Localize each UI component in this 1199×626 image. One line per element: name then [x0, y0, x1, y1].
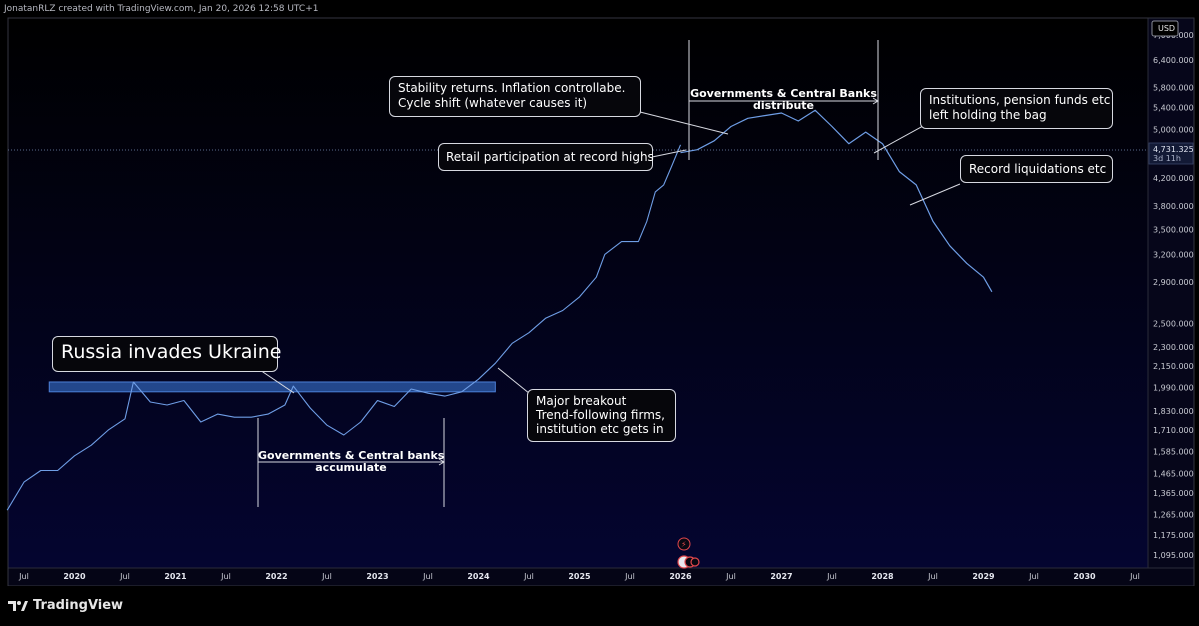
time-tick-label: Jul [1028, 572, 1039, 581]
price-tick-label: 4,200.000 [1153, 174, 1194, 183]
current-price-label: 4,731.325 [1153, 145, 1194, 154]
callout-institutions[interactable]: Institutions, pension funds etc left hol… [920, 88, 1113, 129]
time-tick-label: 2030 [1073, 572, 1096, 581]
lightning-icon[interactable] [677, 537, 691, 551]
footer-bar [0, 586, 1199, 626]
lightning-glyph: ⚡ [681, 540, 687, 549]
price-tick-label: 1,095.000 [1153, 551, 1194, 560]
tradingview-logo[interactable]: TradingView [8, 598, 123, 613]
callout-major-breakout[interactable]: Major breakout Trend-following firms, in… [527, 389, 676, 442]
price-tick-label: 1,585.000 [1153, 447, 1194, 456]
callout-text-line: Major breakout [536, 394, 627, 408]
callout-retail-participation[interactable]: Retail participation at record highs [438, 143, 654, 171]
price-tick-label: 6,400.000 [1153, 56, 1194, 65]
tradingview-logo-text: TradingView [33, 598, 124, 613]
countdown-label: 3d 11h [1153, 154, 1181, 163]
time-tick-label: Jul [725, 572, 736, 581]
callout-russia-invades-ukraine[interactable]: Russia invades Ukraine [52, 336, 282, 372]
callout-text-line: left holding the bag [929, 108, 1047, 122]
tradingview-logo-icon [8, 600, 28, 611]
price-tick-label: 1,265.000 [1153, 511, 1194, 520]
distribute-label: Governments & Central Banks distribute [689, 88, 878, 112]
time-tick-label: 2028 [871, 572, 894, 581]
price-tick-label: 2,300.000 [1153, 343, 1194, 352]
time-tick-label: Jul [927, 572, 938, 581]
time-tick-label: Jul [321, 572, 332, 581]
time-tick-label: Jul [220, 572, 231, 581]
time-tick-label: 2022 [265, 572, 287, 581]
time-tick-label: 2029 [972, 572, 995, 581]
callout-text-line: Institutions, pension funds etc [929, 93, 1111, 107]
price-line-historical [6, 144, 682, 511]
price-tick-label: 5,800.000 [1153, 84, 1194, 93]
callout-text-line: Stability returns. Inflation controllabe… [398, 81, 626, 95]
time-scale-background [8, 568, 1194, 586]
price-scale-background [1148, 18, 1194, 568]
callout-record-liquidations[interactable]: Record liquidations etc [960, 155, 1113, 183]
chart-header: JonatanRLZ created with TradingView.com,… [4, 4, 319, 14]
currency-button[interactable] [1151, 20, 1179, 37]
callout-text: Record liquidations etc [969, 162, 1107, 176]
bracket-label-line: Governments & Central banks [258, 449, 445, 462]
time-tick-label: 2027 [770, 572, 792, 581]
bracket-label-line: accumulate [315, 461, 387, 474]
bracket-label-line: distribute [752, 99, 815, 112]
price-tick-label: 3,800.000 [1153, 202, 1194, 211]
price-line-projection [680, 109, 993, 293]
currency-label: USD [1158, 24, 1175, 33]
time-tick-label: Jul [422, 572, 433, 581]
time-tick-label: 2021 [164, 572, 187, 581]
callout-text-line: institution etc gets in [536, 422, 664, 436]
event-icons[interactable]: ⚡ [677, 537, 700, 569]
time-tick-label: Jul [624, 572, 635, 581]
time-tick-label: Jul [119, 572, 130, 581]
price-tick-label: 1,365.000 [1153, 489, 1194, 498]
callout-stability-returns[interactable]: Stability returns. Inflation controllabe… [389, 76, 641, 117]
callout-text: Russia invades Ukraine [61, 341, 282, 363]
price-tick-label: 5,000.000 [1153, 125, 1194, 134]
distribute-bracket [688, 40, 879, 160]
time-tick-label: 2024 [467, 572, 490, 581]
price-tick-label: 2,900.000 [1153, 278, 1194, 287]
callout-text: Retail participation at record highs [446, 150, 654, 164]
current-price-tag [1148, 142, 1194, 165]
price-tick-label: 1,465.000 [1153, 469, 1194, 478]
time-tick-label: Jul [18, 572, 29, 581]
price-tick-label: 5,400.000 [1153, 104, 1194, 113]
price-tick-label: 1,175.000 [1153, 531, 1194, 540]
accumulate-label: Governments & Central banks accumulate [258, 450, 444, 474]
time-tick-label: 2025 [568, 572, 591, 581]
price-tick-label: 1,710.000 [1153, 426, 1194, 435]
time-tick-label: 2026 [669, 572, 692, 581]
time-tick-label: Jul [1129, 572, 1140, 581]
time-tick-label: Jul [523, 572, 534, 581]
price-tick-label: 3,500.000 [1153, 225, 1194, 234]
price-tick-label: 3,200.000 [1153, 250, 1194, 259]
price-tick-label: 1,830.000 [1153, 407, 1194, 416]
price-tick-label: 1,990.000 [1153, 384, 1194, 393]
time-tick-label: Jul [826, 572, 837, 581]
accumulation-zone[interactable] [48, 381, 496, 393]
callout-text-line: Trend-following firms, [536, 408, 665, 422]
accumulate-bracket [257, 418, 445, 507]
callout-text-line: Cycle shift (whatever causes it) [398, 96, 588, 110]
price-tick-label: 2,150.000 [1153, 362, 1194, 371]
price-tick-label: 2,500.000 [1153, 320, 1194, 329]
time-tick-label: 2023 [366, 572, 388, 581]
event-dot-icon[interactable] [690, 557, 700, 567]
bracket-label-line: Governments & Central Banks [690, 87, 877, 100]
time-tick-label: 2020 [63, 572, 86, 581]
